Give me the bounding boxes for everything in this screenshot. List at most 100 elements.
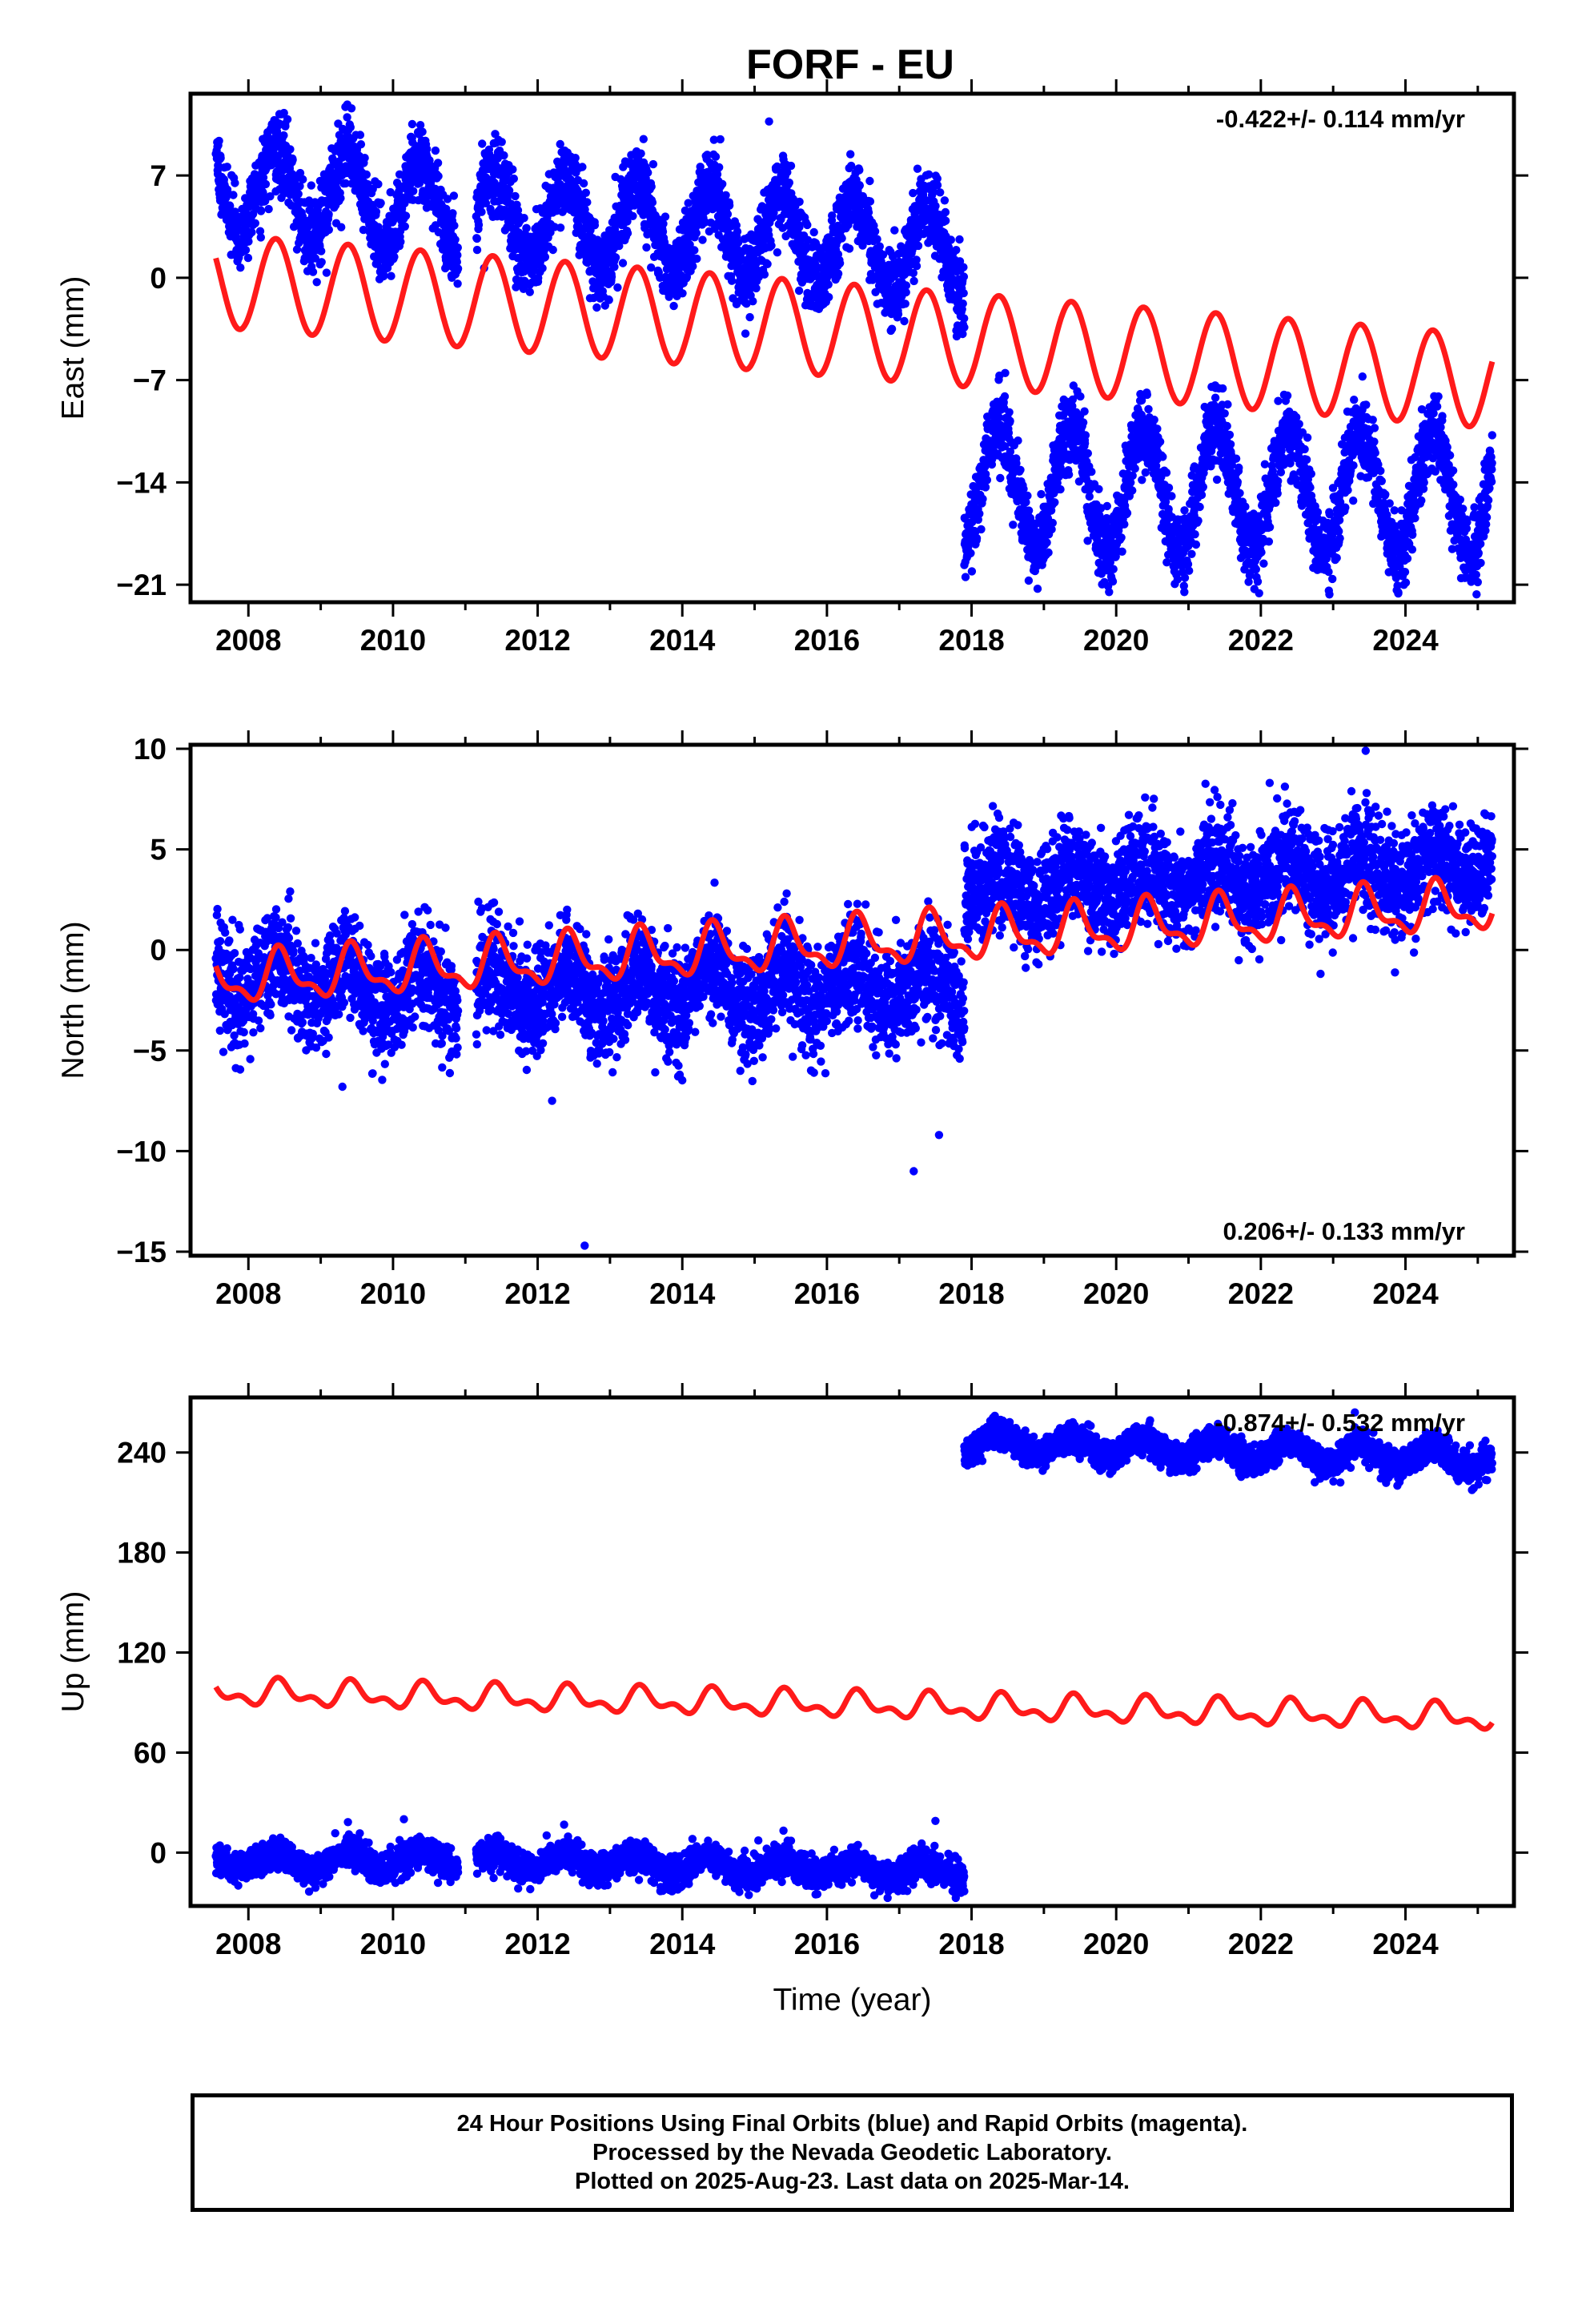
data-point [936,188,945,197]
data-point [317,247,326,255]
data-point [324,210,333,219]
data-point [981,483,990,492]
data-point [590,221,600,230]
data-point [431,221,440,230]
data-point [613,283,622,292]
data-point [946,235,956,244]
data-point [912,262,921,271]
data-point [610,263,619,271]
data-point [1048,518,1058,528]
data-point [1047,525,1056,534]
data-point [924,170,934,179]
data-point [929,187,938,196]
data-point [1023,491,1032,501]
data-point [623,217,632,226]
data-point [1300,444,1309,454]
data-point [1164,505,1173,513]
data-point [1093,531,1102,541]
data-point [1219,384,1227,393]
data-point [967,567,977,576]
data-point [312,278,321,287]
data-point [520,214,528,223]
data-point [1105,588,1114,597]
data-point [639,211,648,219]
data-point [913,164,922,173]
data-point [341,179,350,188]
data-point [243,253,253,263]
data-point [1179,581,1189,590]
data-point [682,272,692,282]
data-point [1006,447,1015,456]
data-point [223,163,231,171]
data-point [1187,549,1196,558]
data-point [659,219,668,228]
data-point [1074,477,1084,486]
data-point [900,316,909,326]
data-point [1000,392,1010,401]
data-point [356,140,366,149]
data-point [615,241,624,251]
data-point [362,170,371,179]
data-point [1014,436,1022,445]
data-point [833,269,843,278]
data-point [873,235,881,243]
data-point [1083,537,1092,545]
data-point [901,281,911,290]
data-point [279,131,288,140]
data-point [1138,476,1146,485]
data-point [1274,396,1283,405]
data-point [259,173,268,182]
data-point [214,163,223,171]
data-point [1307,469,1316,478]
data-point [661,212,670,221]
data-point [909,276,918,286]
data-point [958,329,967,339]
data-point [741,329,750,338]
data-point [299,175,307,184]
data-point [1142,390,1152,400]
data-point [311,254,319,263]
data-point [1223,400,1232,409]
data-point [961,573,970,581]
data-point [1109,565,1118,573]
data-point [500,151,508,160]
data-point [1220,409,1229,418]
data-point [1180,573,1190,582]
data-point [933,174,942,183]
data-point [1231,454,1241,463]
data-point [303,222,313,231]
data-point [870,227,880,236]
data-point [644,168,652,177]
chart-title: FORF - EU [746,42,954,88]
data-point [1022,497,1030,507]
data-point [1024,576,1034,585]
data-point [1173,575,1182,584]
data-point [912,255,921,264]
data-point [658,227,668,236]
data-point [1130,464,1139,473]
data-point [452,257,461,267]
data-point [1042,538,1051,547]
data-point [251,219,259,227]
data-point [379,271,388,281]
data-point [1117,533,1126,542]
data-point [433,159,443,167]
data-point [1128,471,1137,480]
data-point [978,494,987,504]
data-point [478,139,487,148]
data-point [1080,439,1090,448]
data-point [1255,589,1263,597]
data-point [639,135,648,143]
data-point [773,162,781,171]
data-point [1306,483,1315,492]
data-point [760,270,769,279]
data-point [763,259,772,268]
data-point [511,191,520,201]
data-point [604,296,613,304]
data-point [1120,520,1129,529]
data-point [878,250,888,259]
data-point [865,197,875,206]
data-point [693,254,701,263]
data-point [611,253,620,262]
data-point [647,263,656,272]
